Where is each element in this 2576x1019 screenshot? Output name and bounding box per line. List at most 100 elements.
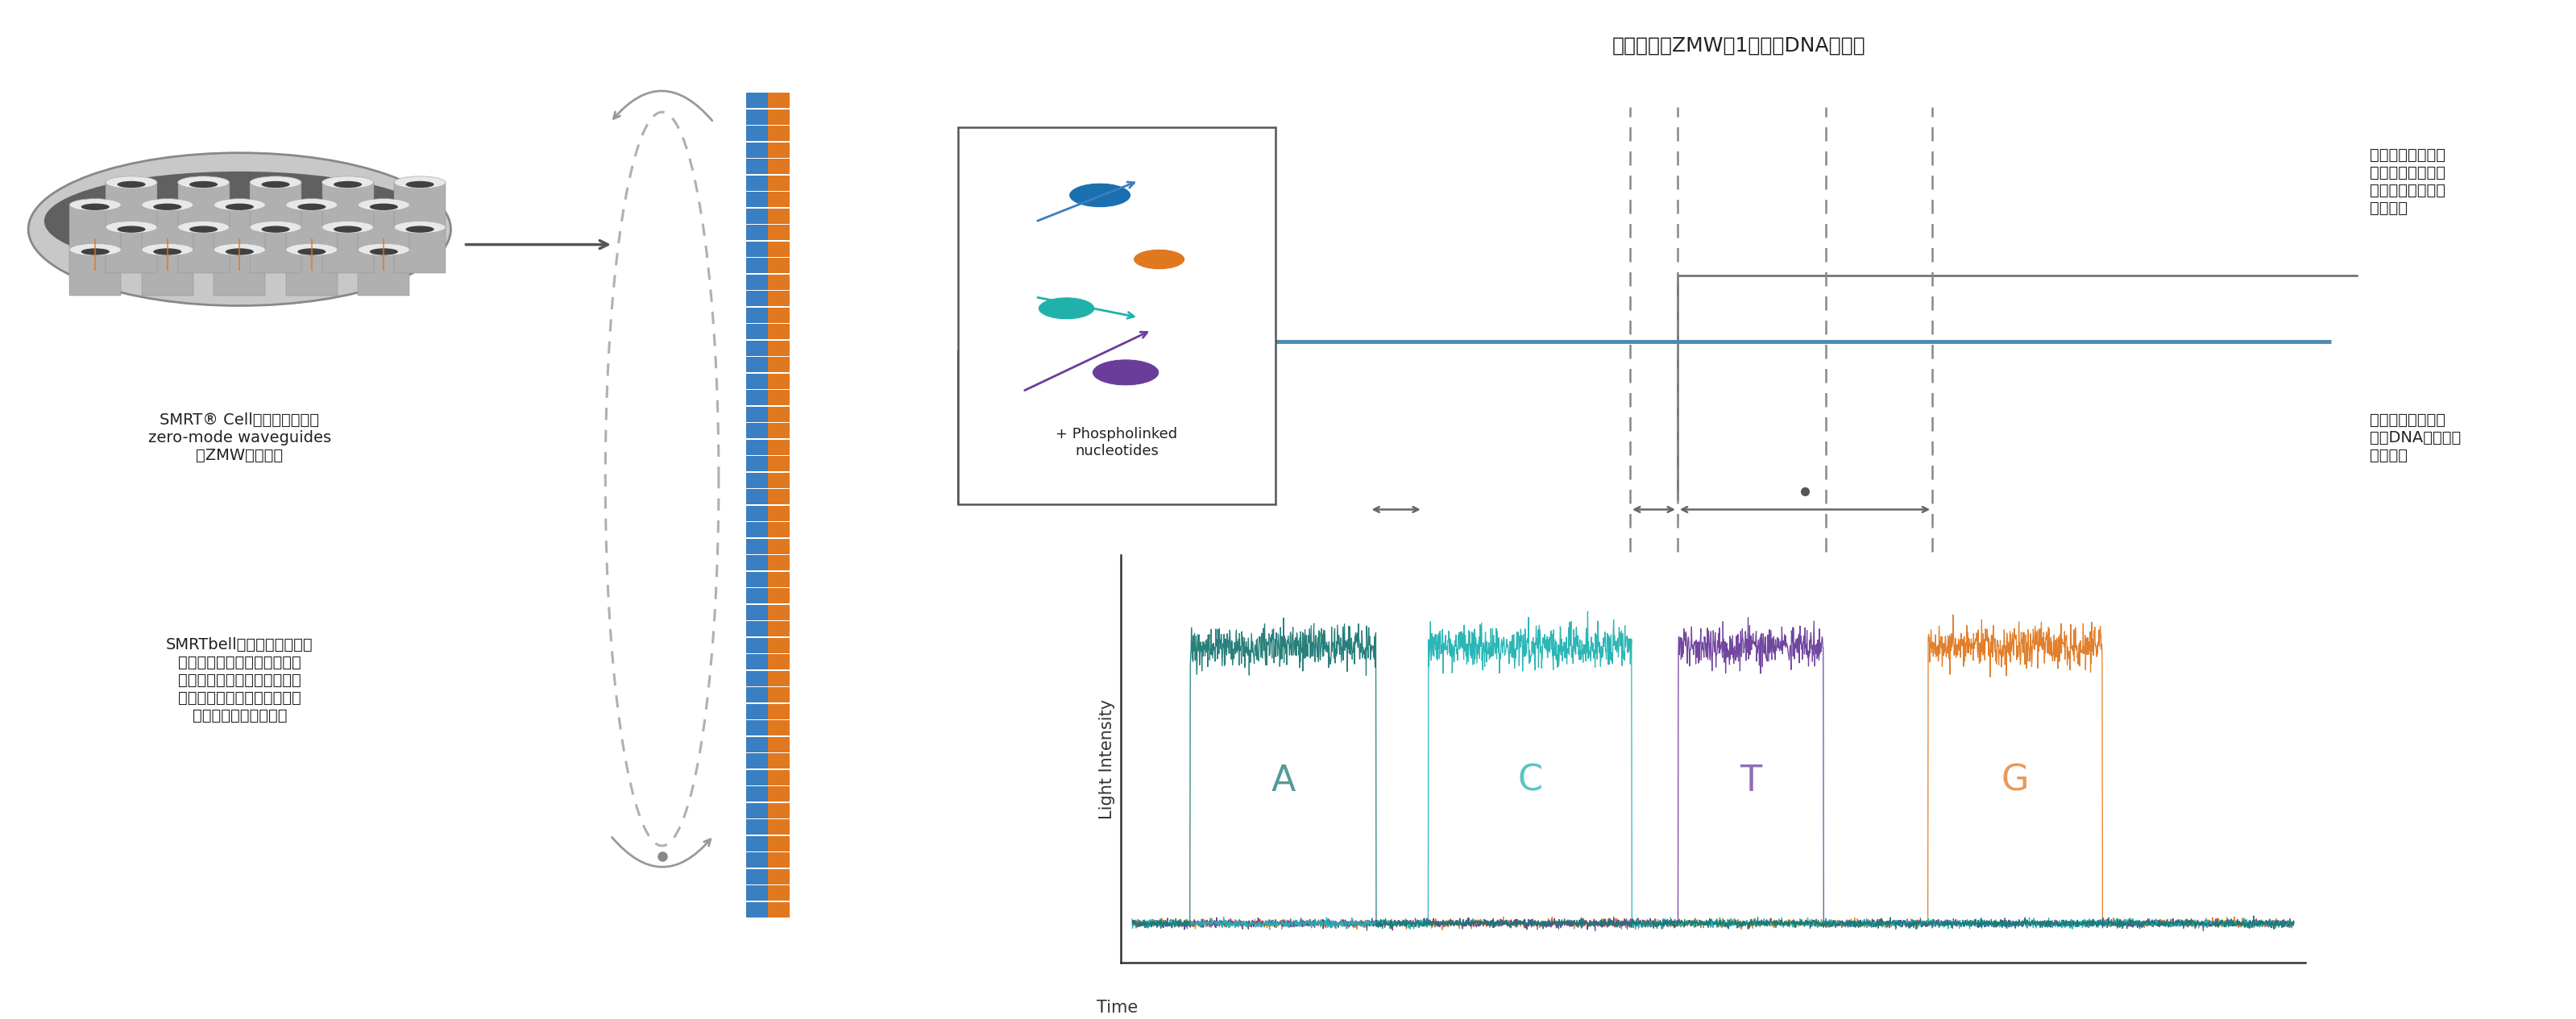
Bar	[768, 225, 788, 240]
Bar	[768, 720, 788, 736]
Bar	[747, 902, 768, 917]
Bar	[747, 340, 768, 356]
Bar	[142, 250, 193, 296]
Bar	[747, 274, 768, 289]
Bar	[106, 182, 157, 228]
Bar	[768, 572, 788, 587]
Bar	[747, 242, 768, 257]
Bar	[768, 604, 788, 620]
Ellipse shape	[335, 226, 361, 232]
Ellipse shape	[407, 181, 433, 187]
Circle shape	[1092, 359, 1159, 386]
Ellipse shape	[191, 226, 216, 232]
Bar	[768, 902, 788, 917]
Bar	[747, 737, 768, 752]
Ellipse shape	[263, 181, 291, 187]
Y-axis label: Light Intensity: Light Intensity	[1100, 699, 1115, 819]
Ellipse shape	[142, 199, 193, 211]
Ellipse shape	[106, 221, 157, 233]
Text: G: G	[2002, 763, 2030, 798]
Bar	[747, 886, 768, 901]
Ellipse shape	[358, 199, 410, 211]
Ellipse shape	[142, 244, 193, 256]
Bar	[768, 439, 788, 454]
Bar	[70, 205, 121, 251]
Bar	[747, 489, 768, 504]
Ellipse shape	[394, 221, 446, 233]
Bar	[747, 357, 768, 372]
Bar	[768, 143, 788, 158]
Bar	[747, 622, 768, 637]
Ellipse shape	[227, 249, 252, 255]
Circle shape	[1133, 249, 1185, 269]
Ellipse shape	[214, 199, 265, 211]
Bar	[768, 374, 788, 389]
Bar	[768, 473, 788, 488]
Bar	[394, 227, 446, 273]
Bar	[768, 852, 788, 867]
Ellipse shape	[118, 181, 144, 187]
Text: それぞれのZMWに1分子のDNAが固定: それぞれのZMWに1分子のDNAが固定	[1613, 36, 1865, 55]
Bar	[768, 753, 788, 768]
Bar	[747, 604, 768, 620]
Ellipse shape	[322, 176, 374, 189]
Bar	[747, 126, 768, 142]
Bar	[768, 819, 788, 835]
Bar	[768, 737, 788, 752]
Ellipse shape	[191, 181, 216, 187]
Bar	[106, 227, 157, 273]
Bar	[768, 654, 788, 669]
Bar	[747, 819, 768, 835]
Bar	[768, 308, 788, 323]
Text: SMRTbellテンプレートによ
り、塩基の取り込みををリア
ルタイムに検出しながら、環
状のテンプレートを繰り返し
シークエンシング可能: SMRTbellテンプレートによ り、塩基の取り込みををリア ルタイムに検出しな…	[165, 637, 314, 723]
Ellipse shape	[250, 221, 301, 233]
Ellipse shape	[358, 244, 410, 256]
Ellipse shape	[286, 244, 337, 256]
Ellipse shape	[44, 171, 435, 271]
Bar	[178, 227, 229, 273]
Bar	[747, 638, 768, 653]
Bar	[768, 258, 788, 273]
Bar	[747, 258, 768, 273]
Bar	[747, 390, 768, 406]
Bar	[768, 175, 788, 191]
Bar	[768, 886, 788, 901]
Ellipse shape	[214, 244, 265, 256]
Ellipse shape	[28, 153, 451, 306]
Bar	[747, 473, 768, 488]
Text: Time: Time	[1097, 1000, 1139, 1016]
Bar	[747, 787, 768, 802]
Bar	[747, 308, 768, 323]
Bar	[747, 505, 768, 521]
Bar	[768, 390, 788, 406]
Bar	[214, 205, 265, 251]
Bar	[768, 704, 788, 719]
Ellipse shape	[80, 249, 108, 255]
Ellipse shape	[322, 221, 374, 233]
Bar	[747, 555, 768, 571]
Text: シークエンシング
中にDNAの修飾を
直接検出: シークエンシング 中にDNAの修飾を 直接検出	[2370, 413, 2460, 464]
Bar	[358, 205, 410, 251]
Bar	[768, 687, 788, 702]
Ellipse shape	[80, 204, 108, 210]
Ellipse shape	[394, 176, 446, 189]
Ellipse shape	[155, 204, 180, 210]
Bar	[358, 250, 410, 296]
Ellipse shape	[371, 249, 397, 255]
Ellipse shape	[70, 199, 121, 211]
Text: ヌクレオチドの取り込みのカイネ
ティクスをリアルタイムで測定: ヌクレオチドの取り込みのカイネ ティクスをリアルタイムで測定	[1620, 928, 1780, 963]
Bar	[747, 192, 768, 207]
Bar	[768, 539, 788, 554]
Bar	[747, 439, 768, 454]
Bar	[768, 357, 788, 372]
Bar	[768, 159, 788, 174]
Ellipse shape	[178, 221, 229, 233]
Bar	[747, 769, 768, 785]
Bar	[768, 836, 788, 851]
Bar	[322, 182, 374, 228]
Bar	[768, 407, 788, 422]
Bar	[747, 687, 768, 702]
Ellipse shape	[106, 176, 157, 189]
Bar	[747, 654, 768, 669]
Bar	[768, 291, 788, 307]
